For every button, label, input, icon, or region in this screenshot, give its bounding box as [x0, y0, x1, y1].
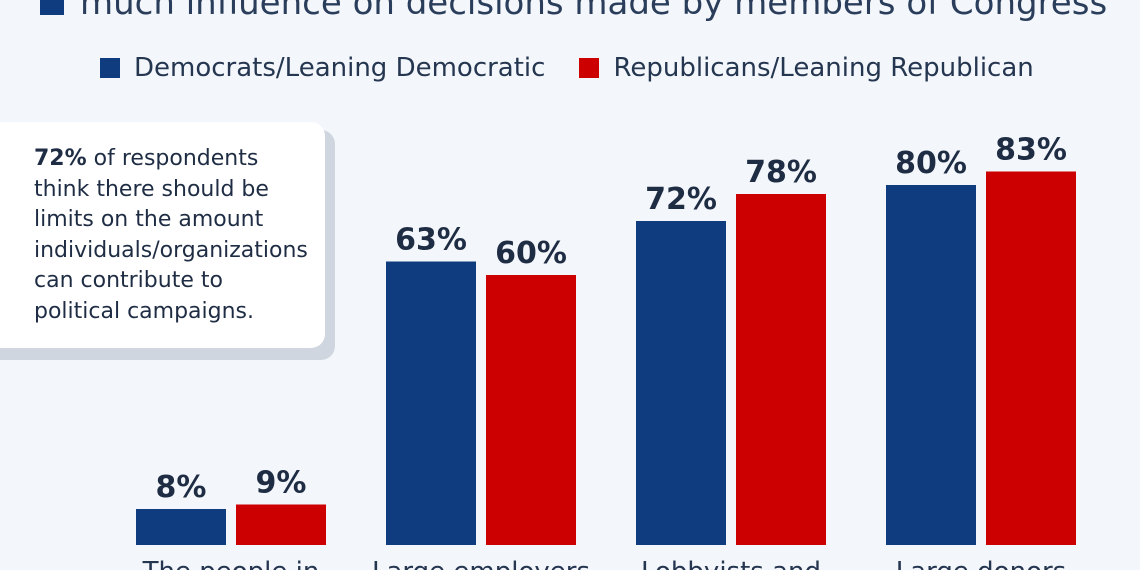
- bar-label-democrats-3: 80%: [895, 146, 967, 181]
- bar-democrats-2: [636, 221, 726, 545]
- bar-label-republicans-1: 60%: [495, 236, 567, 271]
- note-card: 72% of respondents think there should be…: [0, 122, 325, 348]
- bar-republicans-2: [736, 194, 826, 545]
- category-label-3: Large donors: [896, 557, 1066, 570]
- bar-democrats-3: [886, 185, 976, 545]
- legend-item-democrats: Democrats/Leaning Democratic: [100, 53, 545, 83]
- legend-swatch-republicans: [579, 58, 600, 78]
- bar-label-republicans-3: 83%: [995, 133, 1067, 168]
- bar-democrats-0: [136, 509, 226, 545]
- bar-label-democrats-2: 72%: [645, 182, 717, 217]
- legend: Democrats/Leaning Democratic Republicans…: [100, 50, 1068, 86]
- category-label-1: Large employers: [372, 557, 590, 570]
- bar-label-democrats-0: 8%: [156, 470, 207, 505]
- bar-republicans-0: [236, 504, 326, 545]
- bar-label-democrats-1: 63%: [395, 223, 467, 258]
- bar-democrats-1: [386, 261, 476, 545]
- title-square-icon: [40, 0, 64, 15]
- bar-republicans-3: [986, 171, 1076, 545]
- category-label-0: The people in: [142, 557, 320, 570]
- note-text: of respondents think there should be lim…: [34, 146, 308, 324]
- chart-title-row: much influence on decisions made by memb…: [40, 0, 1107, 28]
- legend-item-republicans: Republicans/Leaning Republican: [579, 53, 1034, 83]
- legend-label-democrats: Democrats/Leaning Democratic: [134, 53, 546, 83]
- category-label-2: Lobbyists and: [641, 557, 821, 570]
- bar-label-republicans-2: 78%: [745, 155, 817, 190]
- bar-label-republicans-0: 9%: [256, 466, 307, 501]
- legend-label-republicans: Republicans/Leaning Republican: [613, 53, 1034, 83]
- legend-swatch-democrats: [100, 58, 120, 78]
- bar-republicans-1: [486, 275, 576, 545]
- chart-title: much influence on decisions made by memb…: [80, 0, 1108, 23]
- note-highlight: 72%: [34, 146, 87, 171]
